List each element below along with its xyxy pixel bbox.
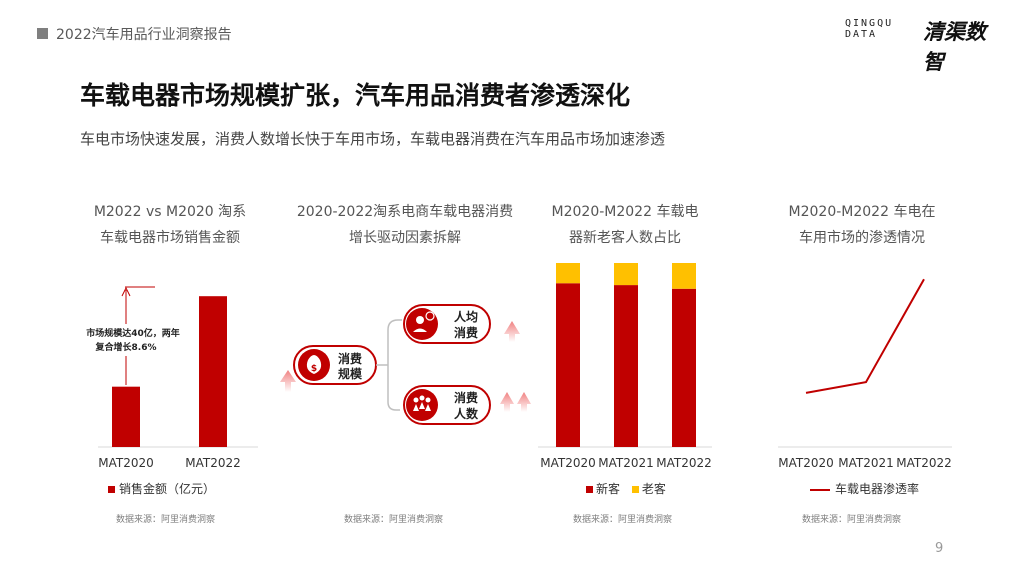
dollar-sign: $ xyxy=(311,364,317,374)
legend-swatch-old xyxy=(631,486,639,493)
legend-label-sales: 销售金额（亿元） xyxy=(119,482,216,496)
penetration-line-chart: MAT2020 MAT2021 MAT2022 xyxy=(778,278,952,470)
connector-lines xyxy=(376,319,402,411)
penetration-line xyxy=(805,278,925,394)
sales-bar-chart: 市场规模达40亿，两年 复合增长8.6% MAT2020 MAT2022 xyxy=(77,286,258,470)
top-label-1: 人均 xyxy=(454,309,478,324)
person-money-body xyxy=(413,328,427,332)
logo-en-text: QINGQU DATA xyxy=(845,18,894,40)
bottom-label-2: 人数 xyxy=(454,406,479,421)
page-number: 9 xyxy=(935,541,944,556)
people-head-mid xyxy=(419,395,425,401)
legend-swatch-new xyxy=(586,486,593,493)
person-money-coin xyxy=(425,311,435,321)
page-subtitle: 车电市场快速发展，消费人数增长快于车用市场，车载电器消费在汽车用品市场加速渗透 xyxy=(80,130,666,148)
main-up-arrow-icon xyxy=(280,370,296,392)
chart2-tick-MAT2022: MAT2022 xyxy=(656,456,712,470)
panel4-title: M2020-M2022 车电在 车用市场的渗透情况 xyxy=(788,204,936,246)
chart2-tick-MAT2021: MAT2021 xyxy=(598,456,654,470)
top-up-arrow-icon xyxy=(504,321,520,342)
chart1-tick-MAT2022: MAT2022 xyxy=(185,456,241,470)
brand-logo: QINGQU DATA 清渠数智 xyxy=(845,16,1005,74)
page-title: 车载电器市场规模扩张，汽车用品消费者渗透深化 xyxy=(80,81,631,110)
legend-line-penetration xyxy=(810,488,830,491)
bottom-up-arrow-icon-1 xyxy=(500,392,514,412)
people-bodies xyxy=(413,402,431,411)
annotation-line2: 复合增长8.6% xyxy=(95,341,157,353)
driver-diagram: $ 消费 规模 人均 消费 消费 人数 xyxy=(280,304,531,425)
legend-swatch-sales xyxy=(108,486,115,493)
panel3-title: M2020-M2022 车载电 器新老客人数占比 xyxy=(551,204,699,246)
new-customer-bar-MAT2022 xyxy=(672,288,696,447)
top-label-2: 消费 xyxy=(454,325,478,340)
annotation-arrow-head xyxy=(121,286,131,297)
legend-label-new: 新客 xyxy=(596,482,621,496)
new-old-customer-chart: MAT2020 MAT2021 MAT2022 xyxy=(538,263,712,470)
chart2-tick-MAT2020: MAT2020 xyxy=(540,456,596,470)
new-customer-bar-MAT2021 xyxy=(614,285,638,447)
old-customer-bar-MAT2022 xyxy=(672,263,696,289)
person-money-head xyxy=(416,316,424,324)
header-square-icon xyxy=(37,28,48,39)
chart3-legend: 车载电器渗透率 xyxy=(810,480,919,497)
source-note-4: 数据来源：阿里消费洞察 xyxy=(802,515,902,525)
chart3-tick-MAT2022: MAT2022 xyxy=(896,456,952,470)
chart2-legend: 新客 老客 xyxy=(586,480,666,497)
old-customer-bar-MAT2020 xyxy=(556,263,580,284)
source-note-2: 数据来源：阿里消费洞察 xyxy=(344,515,444,525)
chart1-legend: 销售金额（亿元） xyxy=(108,480,215,497)
bottom-label-1: 消费 xyxy=(454,390,478,405)
chart1-tick-MAT2020: MAT2020 xyxy=(98,456,154,470)
new-customer-bar-MAT2020 xyxy=(556,283,580,447)
people-head-right xyxy=(425,397,431,403)
annotation-bg xyxy=(77,324,189,356)
sales-bar-MAT2020 xyxy=(112,386,140,447)
annotation-line1: 市场规模达40亿，两年 xyxy=(86,327,180,339)
sales-bar-MAT2022 xyxy=(199,296,227,447)
source-note-3: 数据来源：阿里消费洞察 xyxy=(573,515,673,525)
people-head-left xyxy=(413,397,419,403)
bottom-up-arrow-icon-2 xyxy=(517,392,531,412)
source-note-1: 数据来源：阿里消费洞察 xyxy=(116,515,216,525)
chart3-tick-MAT2020: MAT2020 xyxy=(778,456,834,470)
logo-cn-text: 清渠数智 xyxy=(923,20,986,74)
chart3-tick-MAT2021: MAT2021 xyxy=(838,456,894,470)
report-title: 2022汽车用品行业洞察报告 xyxy=(56,27,232,43)
main-label-2: 规模 xyxy=(338,366,363,381)
legend-label-old: 老客 xyxy=(641,482,666,496)
money-bag-shape xyxy=(306,355,322,374)
panel1-title: M2022 vs M2020 淘系 车载电器市场销售金额 xyxy=(93,204,247,246)
panel2-title: 2020-2022淘系电商车载电器消费 增长驱动因素拆解 xyxy=(296,204,514,246)
legend-label-penetration: 车载电器渗透率 xyxy=(835,482,920,496)
main-label-1: 消费 xyxy=(338,351,362,366)
old-customer-bar-MAT2021 xyxy=(614,263,638,286)
